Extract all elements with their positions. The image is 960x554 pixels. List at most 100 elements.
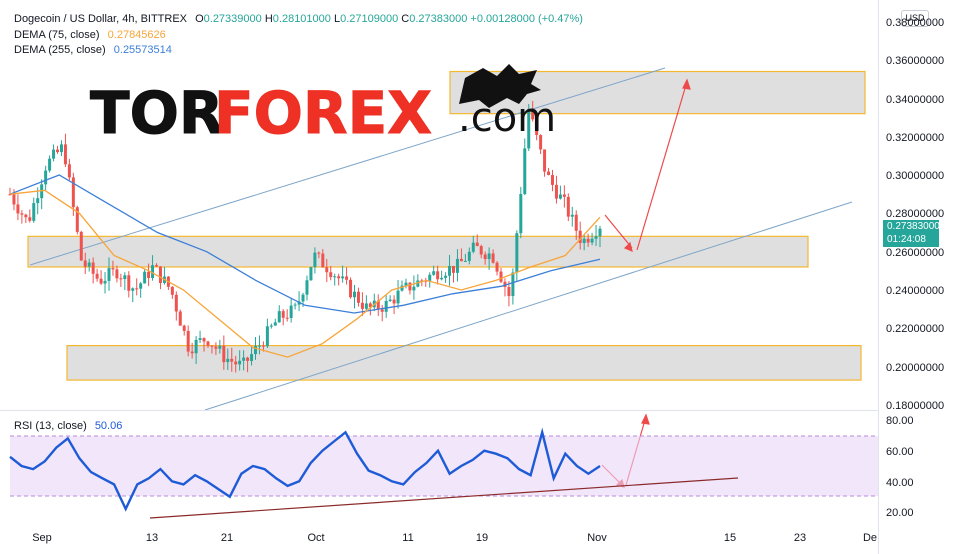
candle-body	[309, 267, 313, 281]
candle-body	[182, 325, 186, 331]
time-tick-label: 23	[794, 532, 806, 544]
logo-text-forex: FOREX	[214, 79, 432, 147]
candle-body	[273, 322, 277, 326]
arrow-up-head	[682, 78, 691, 90]
candle-body	[59, 144, 63, 153]
arrow-down-segment	[604, 214, 633, 249]
candle-body	[107, 268, 111, 281]
candle-body	[222, 345, 226, 363]
candle-body	[321, 253, 325, 268]
candle-body	[8, 194, 12, 196]
candle-body	[467, 251, 471, 261]
legend-rsi[interactable]: RSI (13, close) 50.06	[14, 419, 122, 433]
candle-body	[356, 291, 360, 303]
candle-body	[519, 193, 523, 234]
candle-body	[218, 345, 222, 349]
candle-body	[578, 230, 582, 244]
currency-badge[interactable]: USD	[901, 10, 929, 27]
symbol-title: Dogecoin / US Dollar, 4h, BITTREX	[14, 13, 188, 25]
price-tick-label: 0.26000000	[886, 247, 944, 259]
candle-body	[293, 304, 297, 306]
logo-text-com: .com	[458, 95, 556, 141]
candle-body	[198, 338, 202, 340]
candle-body	[317, 252, 321, 254]
candle-body	[16, 204, 20, 214]
candle-body	[539, 135, 543, 150]
support-resistance-zone	[27, 235, 809, 268]
candle-body	[285, 317, 289, 319]
candle-body	[479, 246, 483, 255]
candle-body	[471, 242, 475, 252]
candle-body	[63, 144, 67, 165]
candle-body	[503, 281, 507, 288]
rsi-tick-label: 20.00	[886, 507, 914, 519]
candle-body	[147, 271, 151, 279]
legend-dema-75[interactable]: DEMA (75, close) 0.27845626	[14, 28, 166, 42]
candle-body	[448, 265, 452, 276]
candle-body	[230, 358, 234, 362]
candle-body	[404, 282, 408, 286]
candle-body	[341, 276, 345, 279]
candle-body	[392, 299, 396, 304]
time-tick-label: Nov	[587, 532, 607, 544]
ohlc-c-value: 0.27383000	[409, 13, 468, 25]
candle-body	[527, 108, 531, 149]
candle-body	[547, 171, 551, 176]
ohlc-l-value: 0.27109000	[340, 13, 399, 25]
candle-body	[384, 300, 388, 312]
time-tick-label: 15	[724, 532, 736, 544]
price-tick-label: 0.20000000	[886, 362, 944, 374]
candle-body	[127, 275, 131, 291]
candle-body	[254, 345, 258, 355]
candle-body	[495, 262, 499, 272]
time-tick-label: 11	[402, 532, 413, 544]
candle-body	[202, 338, 206, 342]
candle-body	[463, 260, 467, 262]
candle-body	[79, 231, 83, 261]
candle-body	[543, 149, 547, 172]
ohlc-o-label: O	[195, 13, 204, 25]
candle-body	[570, 214, 574, 217]
candle-body	[562, 194, 566, 197]
candle-body	[475, 242, 479, 247]
candle-body	[277, 311, 281, 323]
candle-body	[67, 164, 71, 178]
candle-body	[333, 276, 337, 278]
rsi-tick-label: 40.00	[886, 477, 914, 489]
candle-body	[210, 345, 214, 347]
candle-body	[24, 214, 28, 218]
support-resistance-zone	[66, 344, 862, 381]
price-tick-label: 0.28000000	[886, 208, 944, 220]
rsi-arrow-up-head	[641, 413, 650, 425]
candle-body	[265, 326, 269, 347]
candle-body	[44, 170, 48, 185]
price-tick-label: 0.32000000	[886, 132, 944, 144]
candle-body	[83, 260, 87, 267]
candle-body	[523, 148, 527, 194]
dema-75-value: 0.27845626	[107, 29, 166, 41]
last-price-tag: 0.27383000	[883, 220, 940, 234]
price-tick-label: 0.22000000	[886, 323, 944, 335]
time-tick-label: Oct	[307, 532, 324, 544]
dema-255-line	[9, 174, 601, 314]
candle-body	[71, 177, 75, 208]
candle-body	[376, 300, 380, 310]
candle-body	[178, 311, 182, 326]
bar-countdown: 01:24:08	[883, 233, 939, 247]
candle-body	[459, 258, 463, 262]
candle-body	[598, 228, 602, 237]
price-tick-label: 0.34000000	[886, 94, 944, 106]
time-tick-label: 19	[476, 532, 488, 544]
candle-body	[325, 267, 329, 273]
candle-body	[590, 238, 594, 243]
candle-body	[388, 299, 392, 301]
candle-body	[420, 280, 424, 282]
legend-dema-255[interactable]: DEMA (255, close) 0.25573514	[14, 43, 172, 57]
candle-body	[396, 290, 400, 304]
candle-body	[507, 287, 511, 297]
candle-body	[123, 275, 127, 280]
candle-body	[28, 217, 32, 221]
candle-body	[455, 258, 459, 273]
chart-legend-symbol: Dogecoin / US Dollar, 4h, BITTREX O 0.273…	[14, 12, 583, 26]
